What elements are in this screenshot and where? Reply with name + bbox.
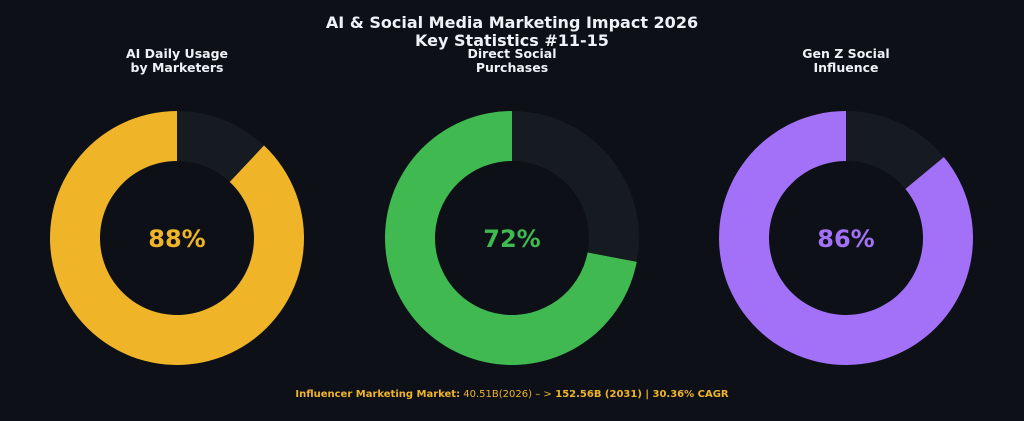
donut-label-genz-influence: 86% <box>817 225 874 253</box>
chart-title-social-purchases: Direct Social Purchases <box>467 46 557 75</box>
donut-slice-social-purchases-value <box>384 111 637 366</box>
footer-note: Influencer Marketing Market: 40.51B(2026… <box>0 389 1024 400</box>
donut-label-social-purchases: 72% <box>483 225 540 253</box>
chart-title-genz-influence: Gen Z Social Influence <box>802 46 890 75</box>
donut-slice-ai-usage-remainder <box>177 111 264 182</box>
donut-slice-ai-usage-value <box>49 111 304 365</box>
main-title: AI & Social Media Marketing Impact 2026 … <box>0 14 1024 50</box>
footer-label: Influencer Marketing Market: <box>295 389 461 400</box>
footer-middle: 40.51B(2026) – > <box>460 389 552 400</box>
main-title-line2: Key Statistics #11-15 <box>415 31 609 50</box>
chart-title-ai-usage: AI Daily Usage by Marketers <box>125 46 228 75</box>
donut-slice-genz-influence-remainder <box>846 111 944 189</box>
footer-end: 152.56B (2031) | 30.36% CAGR <box>551 389 729 400</box>
donut-slice-social-purchases-remainder <box>512 111 639 262</box>
donut-slice-genz-influence-value <box>718 111 973 365</box>
main-title-line1: AI & Social Media Marketing Impact 2026 <box>325 13 699 32</box>
donut-label-ai-usage: 88% <box>148 225 205 253</box>
